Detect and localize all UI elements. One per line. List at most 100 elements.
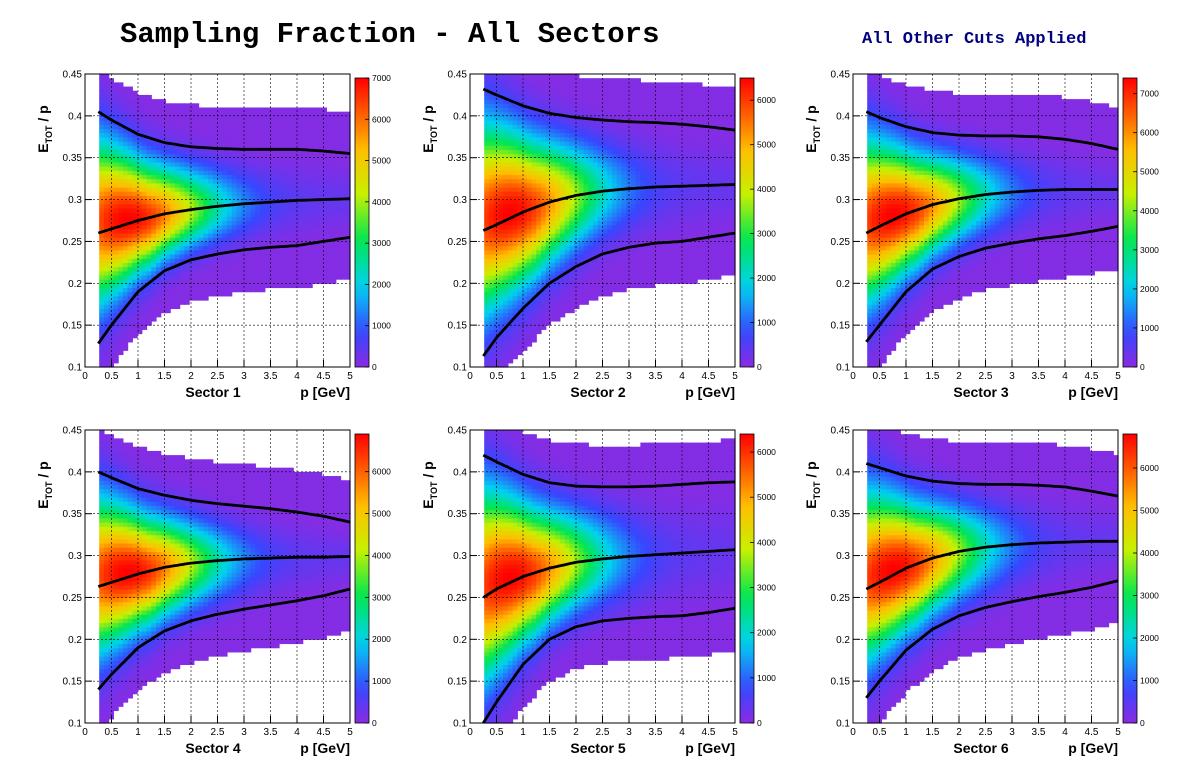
x-tick-label: 3	[626, 371, 632, 382]
z-tick-label: 3000	[757, 229, 776, 239]
z-tick-label: 3000	[757, 583, 776, 593]
color-scale	[740, 78, 754, 367]
y-tick-label: 0.25	[831, 237, 851, 248]
z-tick-label: 6000	[1140, 463, 1159, 473]
x-tick-label: 2.5	[211, 727, 225, 738]
x-tick-label: 0.5	[873, 727, 887, 738]
y-tick-label: 0.2	[836, 279, 850, 290]
y-tick-label: 0.3	[68, 195, 82, 206]
sector-label: Sector 3	[953, 384, 1008, 400]
y-tick-label: 0.3	[68, 551, 82, 562]
color-scale	[355, 78, 369, 367]
x-tick-label: 2	[188, 727, 194, 738]
y-tick-label: 0.25	[448, 593, 468, 604]
x-tick-label: 3.5	[264, 371, 278, 382]
z-tick-label: 6000	[757, 447, 776, 457]
z-tick-label: 7000	[1140, 89, 1159, 99]
y-label-tail: / p	[420, 105, 436, 125]
y-tick-label: 0.1	[836, 719, 850, 730]
y-tick-label: 0.45	[448, 70, 468, 81]
x-axis-label: p [GeV]	[300, 384, 350, 400]
z-tick-label: 7000	[372, 73, 391, 83]
z-tick-label: 0	[757, 362, 762, 372]
sector-label: Sector 1	[185, 384, 240, 400]
x-tick-label: 4	[294, 371, 300, 382]
z-tick-label: 4000	[757, 537, 776, 547]
z-tick-label: 1000	[372, 321, 391, 331]
y-tick-label: 0.3	[836, 195, 850, 206]
color-scale	[355, 434, 369, 723]
x-tick-label: 2	[573, 371, 579, 382]
x-tick-label: 0.5	[490, 371, 504, 382]
x-tick-label: 2.5	[596, 727, 610, 738]
y-label-tail: / p	[803, 461, 819, 481]
y-label-subscript: TOT	[429, 481, 439, 499]
z-tick-label: 1000	[372, 676, 391, 686]
y-tick-label: 0.45	[63, 70, 83, 81]
z-tick-label: 3000	[372, 592, 391, 602]
z-tick-label: 6000	[372, 467, 391, 477]
x-tick-label: 5	[1115, 371, 1121, 382]
z-tick-label: 6000	[757, 95, 776, 105]
z-tick-label: 4000	[1140, 548, 1159, 558]
y-tick-label: 0.25	[448, 237, 468, 248]
panel-4: 0 0.5 1 1.5 2 2.5 3 3.5 4 4.5 50.10.150.20.250.30.…	[35, 426, 391, 757]
x-tick-label: 1	[135, 727, 141, 738]
x-axis-label: p [GeV]	[685, 740, 735, 756]
x-tick-label: 0	[850, 727, 856, 738]
x-tick-label: 0	[82, 727, 88, 738]
z-tick-label: 5000	[1140, 506, 1159, 516]
x-tick-label: 0	[467, 371, 473, 382]
panel-2: 0 0.5 1 1.5 2 2.5 3 3.5 4 4.5 50.10.150.20.250.30.…	[420, 70, 776, 401]
x-tick-label: 1	[520, 727, 526, 738]
x-tick-label: 1.5	[543, 727, 557, 738]
x-tick-label: 3.5	[649, 727, 663, 738]
panel-5: 0 0.5 1 1.5 2 2.5 3 3.5 4 4.5 50.10.150.20.250.30.…	[420, 426, 776, 757]
y-label-subscript: TOT	[812, 125, 822, 143]
y-tick-label: 0.45	[448, 426, 468, 437]
y-tick-label: 0.1	[453, 363, 467, 374]
y-label-main: E	[420, 499, 436, 508]
color-scale	[740, 434, 754, 723]
y-tick-label: 0.1	[836, 363, 850, 374]
z-tick-label: 2000	[1140, 284, 1159, 294]
y-tick-label: 0.1	[68, 719, 82, 730]
x-tick-label: 3.5	[1032, 727, 1046, 738]
z-tick-label: 5000	[757, 140, 776, 150]
x-axis-label: p [GeV]	[300, 740, 350, 756]
sector-label: Sector 2	[570, 384, 625, 400]
x-tick-label: 1.5	[158, 727, 172, 738]
x-tick-label: 2	[573, 727, 579, 738]
panel-1: 0 0.5 1 1.5 2 2.5 3 3.5 4 4.5 50.10.150.20.250.30.…	[35, 70, 391, 401]
density-heatmap	[867, 430, 1118, 724]
y-tick-label: 0.35	[831, 509, 851, 520]
z-tick-label: 4000	[372, 197, 391, 207]
x-tick-label: 0	[850, 371, 856, 382]
z-tick-label: 4000	[757, 184, 776, 194]
density-heatmap	[484, 74, 735, 368]
z-tick-label: 0	[372, 362, 377, 372]
y-tick-label: 0.45	[831, 426, 851, 437]
x-tick-label: 5	[1115, 727, 1121, 738]
x-tick-label: 4.5	[317, 371, 331, 382]
y-axis-label: ETOT / p	[420, 461, 439, 508]
z-tick-label: 2000	[757, 628, 776, 638]
z-tick-label: 0	[1140, 718, 1145, 728]
x-tick-label: 1.5	[158, 371, 172, 382]
y-tick-label: 0.35	[448, 153, 468, 164]
y-tick-label: 0.3	[453, 551, 467, 562]
y-tick-label: 0.1	[453, 719, 467, 730]
x-axis-label: p [GeV]	[1068, 384, 1118, 400]
x-tick-label: 1	[903, 727, 909, 738]
y-label-tail: / p	[35, 461, 51, 481]
y-tick-label: 0.4	[836, 111, 850, 122]
z-tick-label: 5000	[372, 509, 391, 519]
z-tick-label: 3000	[1140, 591, 1159, 601]
x-tick-label: 2.5	[211, 371, 225, 382]
y-label-subscript: TOT	[812, 481, 822, 499]
z-tick-label: 2000	[372, 634, 391, 644]
y-tick-label: 0.3	[453, 195, 467, 206]
y-axis-label: ETOT / p	[803, 105, 822, 152]
y-label-main: E	[35, 143, 51, 152]
